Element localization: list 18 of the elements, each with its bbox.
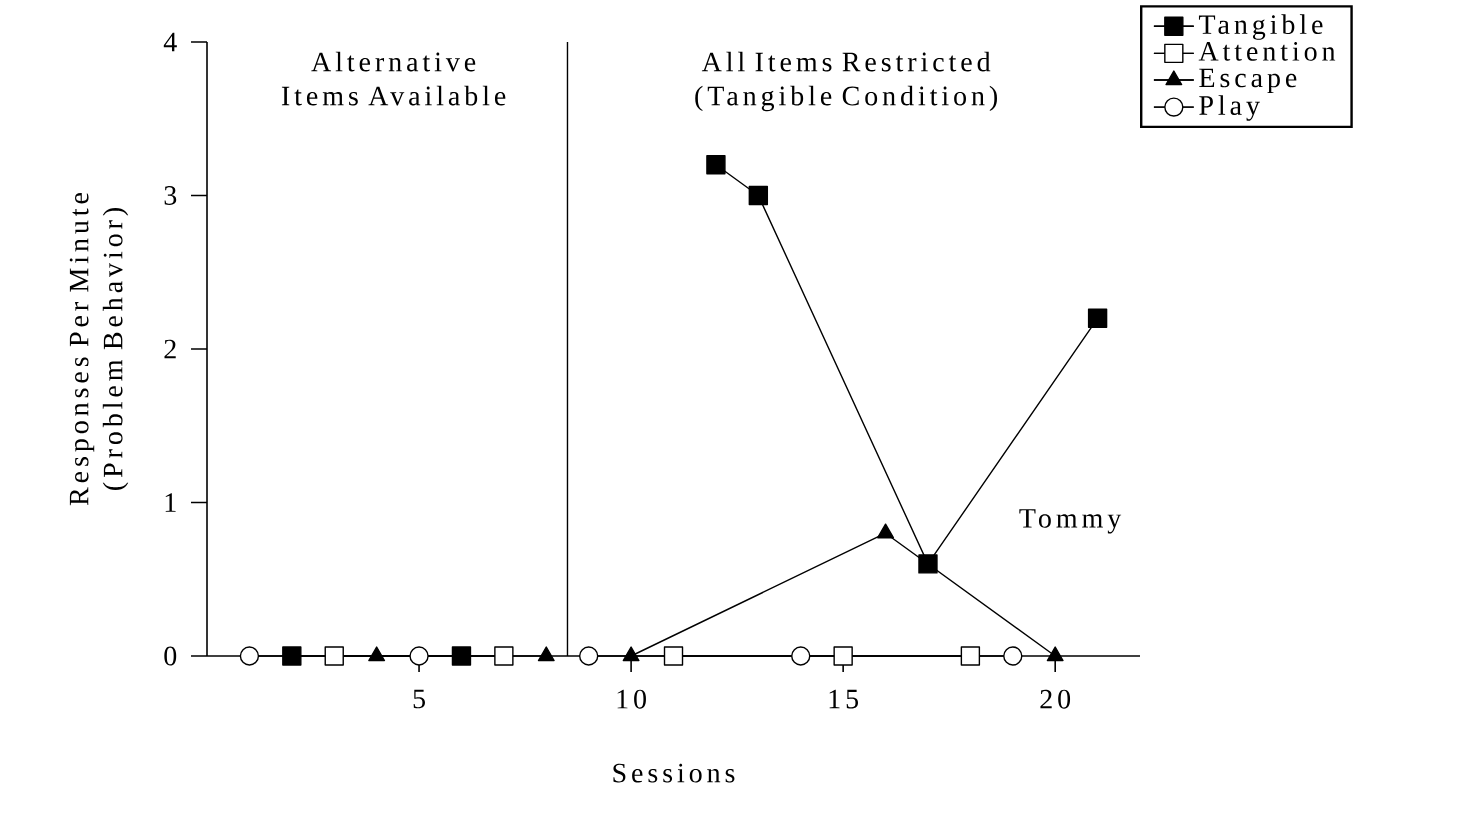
annotation: All Items Restricted (Tangible Condition) xyxy=(695,51,997,112)
legend-label: Escape xyxy=(1199,68,1297,94)
y-tick-label: 0 xyxy=(164,646,177,666)
legend-label: Attention xyxy=(1198,41,1336,61)
y-tick-label: 3 xyxy=(164,186,177,205)
annotation: Tommy xyxy=(1019,509,1122,534)
x-tick-label: 15 xyxy=(829,689,858,709)
y-tick-label: 4 xyxy=(163,32,177,52)
x-tick-label: 20 xyxy=(1040,689,1071,709)
x-tick-label: 10 xyxy=(617,689,646,709)
legend-label: Play xyxy=(1199,95,1260,121)
y-axis-title: Responses Per Minute (Problem Behavior) xyxy=(69,193,129,506)
x-axis-title: Sessions xyxy=(613,763,735,783)
x-tick-label: 5 xyxy=(413,689,425,709)
legend-label: Tangible xyxy=(1198,14,1323,40)
y-tick-label: 2 xyxy=(164,339,176,359)
y-tick-label: 1 xyxy=(165,493,176,512)
annotation: Alternative Items Available xyxy=(281,51,506,106)
